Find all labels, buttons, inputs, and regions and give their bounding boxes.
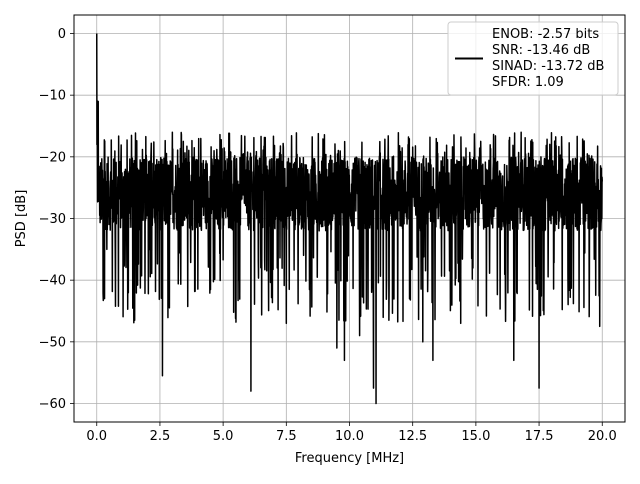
legend-entry-enob: ENOB: -2.57 bits bbox=[492, 27, 599, 42]
x-tick-label: 12.5 bbox=[398, 429, 427, 444]
x-tick-label: 10.0 bbox=[335, 429, 364, 444]
x-axis: 0.0 2.5 5.0 7.5 10.0 12.5 15.0 17.5 20.0 bbox=[86, 422, 617, 444]
y-axis: 0 −10 −20 −30 −40 −50 −60 bbox=[39, 27, 74, 412]
x-tick-label: 2.5 bbox=[150, 429, 171, 444]
psd-trace bbox=[96, 33, 603, 405]
psd-series-line bbox=[96, 33, 603, 405]
x-tick-label: 7.5 bbox=[276, 429, 297, 444]
legend-entry-sinad: SINAD: -13.72 dB bbox=[492, 59, 604, 74]
legend: ENOB: -2.57 bits SNR: -13.46 dB SINAD: -… bbox=[447, 21, 619, 96]
x-axis-label: Frequency [MHz] bbox=[295, 451, 404, 466]
y-tick-label: −20 bbox=[39, 150, 66, 165]
y-tick-label: 0 bbox=[58, 27, 66, 42]
y-tick-label: −30 bbox=[39, 212, 66, 227]
legend-box bbox=[447, 21, 619, 96]
x-tick-label: 20.0 bbox=[588, 429, 617, 444]
y-tick-label: −60 bbox=[39, 397, 66, 412]
x-tick-label: 17.5 bbox=[525, 429, 554, 444]
legend-entry-sfdr: SFDR: 1.09 bbox=[492, 75, 564, 90]
y-axis-label: PSD [dB] bbox=[14, 190, 29, 248]
y-tick-label: −10 bbox=[39, 89, 66, 104]
legend-entry-snr: SNR: -13.46 dB bbox=[492, 43, 590, 58]
y-tick-label: −40 bbox=[39, 274, 66, 289]
x-tick-label: 15.0 bbox=[461, 429, 490, 444]
x-tick-label: 5.0 bbox=[213, 429, 234, 444]
y-tick-label: −50 bbox=[39, 335, 66, 350]
x-tick-label: 0.0 bbox=[86, 429, 107, 444]
